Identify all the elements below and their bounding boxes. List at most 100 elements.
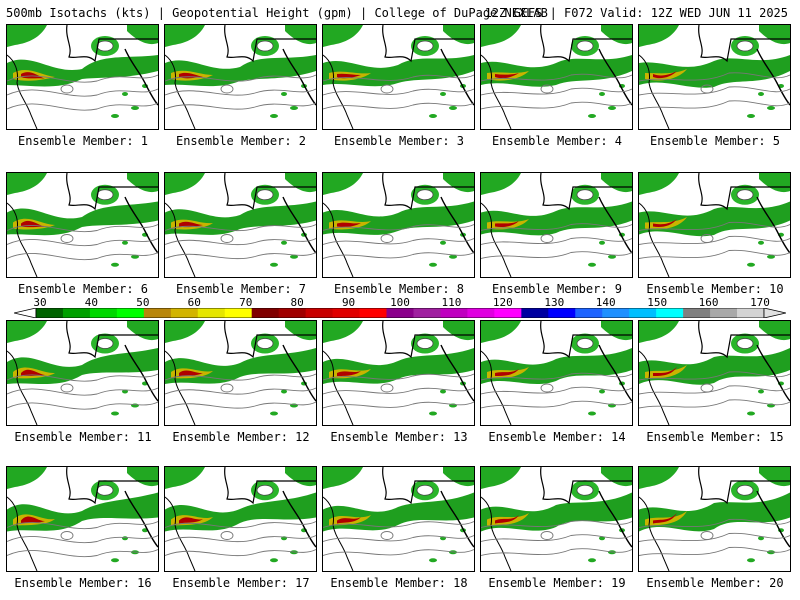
ensemble-member-map	[6, 320, 159, 426]
wind-spot	[608, 254, 616, 259]
ensemble-member-label: Ensemble Member: 20	[646, 576, 784, 590]
height-contour-closed	[220, 383, 234, 393]
ensemble-map-svg	[323, 173, 474, 277]
coastline-east	[124, 344, 158, 402]
colorbar-left-arrow	[14, 308, 37, 318]
ensemble-member-label: Ensemble Member: 18	[330, 576, 468, 590]
colorbar-right-arrow	[763, 308, 786, 318]
height-contour	[481, 400, 632, 409]
jet-core-80kt	[179, 221, 203, 228]
colorbar-tick-label: 90	[341, 296, 356, 309]
height-contour	[165, 373, 316, 381]
coastline-east	[598, 196, 632, 254]
ensemble-member-label: Ensemble Member: 5	[649, 134, 781, 148]
ensemble-map-svg	[165, 25, 316, 129]
colorbar-tick-label: 160	[698, 296, 719, 309]
coastline-east	[756, 490, 790, 548]
jet-core-80kt	[337, 517, 361, 524]
wind-spot	[122, 536, 128, 541]
coastline-west	[481, 54, 512, 129]
height-contour	[639, 235, 790, 245]
ensemble-member-label: Ensemble Member: 4	[491, 134, 623, 148]
ensemble-member-map	[164, 172, 317, 278]
colorbar-tick-labels: 30 40 50 60 70 80 90 100 110 120 130 140 150 160 170	[0, 296, 800, 309]
ensemble-map-svg	[639, 467, 790, 571]
colorbar-segment	[413, 308, 441, 318]
jet-stream-band	[481, 201, 632, 236]
wind-spot	[270, 262, 278, 267]
jet-core-80kt	[337, 371, 361, 376]
colorbar-segment	[683, 308, 711, 318]
colorbar-segment	[575, 308, 603, 318]
wind-patch-northwest	[323, 321, 363, 343]
border-lines	[382, 467, 474, 505]
border-lines	[224, 321, 316, 359]
cyclone-center	[96, 189, 114, 201]
height-contour-closed	[700, 234, 714, 243]
wind-spot	[588, 262, 596, 267]
jet-stream-band	[481, 492, 632, 532]
ensemble-member-map	[164, 24, 317, 130]
run-valid-time: 12Z GEFS | F072 Valid: 12Z WED JUN 11 20…	[484, 6, 788, 20]
colorbar-segment	[359, 308, 388, 318]
height-contour	[7, 252, 158, 261]
height-contour-closed	[60, 84, 74, 94]
cyclone-center	[416, 338, 434, 349]
height-contour	[165, 387, 316, 395]
wind-spot	[429, 262, 437, 267]
ensemble-member-map	[6, 24, 159, 130]
height-contour	[323, 238, 474, 245]
ensemble-member-label: Ensemble Member: 10	[646, 282, 784, 296]
height-contour-closed	[540, 234, 554, 243]
ensemble-member-label: Ensemble Member: 9	[491, 282, 623, 296]
colorbar-segment	[629, 308, 657, 318]
wind-spot	[429, 114, 437, 118]
colorbar-segment	[197, 308, 226, 318]
wind-spot	[599, 389, 605, 394]
height-contour	[323, 224, 474, 231]
colorbar-segment	[251, 308, 280, 318]
ensemble-member-label: Ensemble Member: 3	[333, 134, 465, 148]
height-contour	[323, 102, 474, 110]
ensemble-map-svg	[323, 467, 474, 571]
height-contour-closed	[540, 84, 554, 94]
height-contour-closed	[220, 84, 234, 94]
border-lines	[698, 25, 790, 63]
border-lines	[382, 25, 474, 63]
ensemble-member-map	[322, 320, 475, 426]
wind-spot	[131, 106, 139, 110]
wind-patch-northwest	[7, 467, 47, 489]
map-header: 500mb Isotachs (kts) | Geopotential Heig…	[6, 6, 796, 22]
cyclone-center	[416, 484, 434, 496]
ensemble-member-map	[638, 24, 791, 130]
jet-core-80kt	[21, 516, 45, 524]
coastline-east	[756, 344, 790, 402]
coastline-west	[7, 54, 38, 129]
height-contour	[165, 535, 316, 543]
wind-spot	[111, 262, 119, 267]
coastline-west	[481, 496, 512, 571]
wind-patch-northwest	[323, 467, 363, 489]
colorbar-segment	[224, 308, 253, 318]
ensemble-member-map	[322, 24, 475, 130]
coastline-west	[639, 54, 670, 129]
colorbar-segment	[494, 308, 522, 318]
jet-core-80kt	[653, 367, 677, 376]
height-contour	[639, 249, 790, 259]
ensemble-member-label: Ensemble Member: 19	[488, 576, 626, 590]
colorbar-segment	[548, 308, 576, 318]
coastline-east	[598, 48, 632, 106]
wind-spot	[281, 389, 287, 394]
jet-core-80kt	[21, 369, 45, 376]
colorbar-segment	[521, 308, 549, 318]
height-contour	[481, 548, 632, 556]
colorbar-segment	[305, 308, 334, 318]
height-contour	[7, 74, 158, 83]
border-lines	[540, 321, 632, 359]
colorbar-tick-label: 140	[595, 296, 616, 309]
height-contour-closed	[700, 84, 714, 94]
ensemble-member-label: Ensemble Member: 1	[17, 134, 149, 148]
wind-spot	[758, 536, 764, 541]
border-lines	[540, 173, 632, 211]
height-contour	[323, 535, 474, 542]
